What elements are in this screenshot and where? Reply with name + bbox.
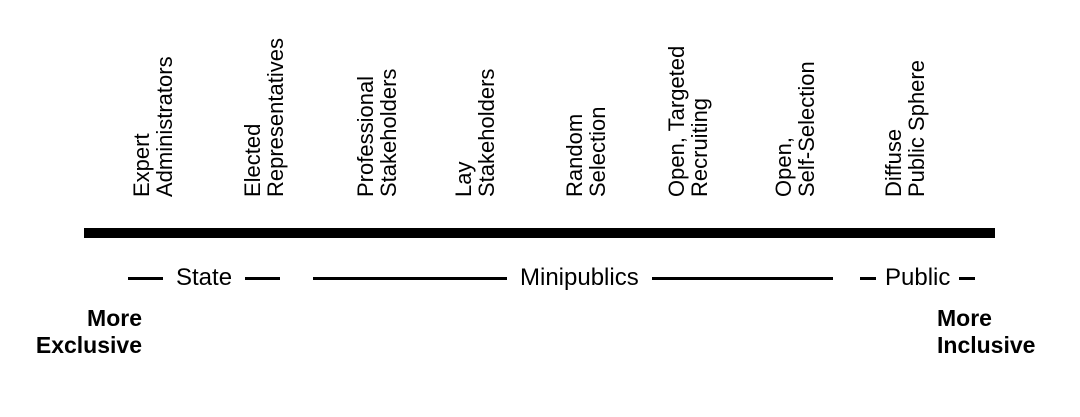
state-rule-left bbox=[128, 276, 163, 280]
method-expert-administrators: Expert Administrators bbox=[129, 56, 177, 197]
public-dash-left bbox=[860, 276, 876, 280]
method-random-selection: Random Selection bbox=[562, 106, 610, 197]
group-minipublics-label: Minipublics bbox=[520, 264, 639, 291]
group-public-label: Public bbox=[885, 264, 951, 291]
state-rule-right bbox=[245, 276, 281, 280]
pole-more-exclusive: More Exclusive bbox=[35, 305, 142, 358]
method-open-self-selection: Open, Self-Selection bbox=[771, 61, 819, 197]
method-elected-representatives: Elected Representatives bbox=[240, 38, 288, 197]
method-diffuse-public-sphere: Diffuse Public Sphere bbox=[881, 60, 929, 197]
pole-more-inclusive: More Inclusive bbox=[937, 305, 1036, 358]
method-lay-stakeholders: Lay Stakeholders bbox=[451, 68, 499, 197]
method-open-targeted-recruiting: Open, Targeted Recruiting bbox=[664, 45, 712, 197]
group-state: State bbox=[128, 264, 281, 292]
spectrum-axis-line bbox=[84, 228, 995, 238]
group-minipublics: Minipublics bbox=[313, 264, 833, 292]
minipublics-rule-right bbox=[651, 276, 833, 280]
public-dash-right bbox=[959, 276, 976, 280]
method-professional-stakeholders: Professional Stakeholders bbox=[353, 68, 401, 197]
group-public: Public bbox=[860, 264, 976, 292]
minipublics-rule-left bbox=[313, 276, 507, 280]
group-state-label: State bbox=[176, 264, 233, 291]
